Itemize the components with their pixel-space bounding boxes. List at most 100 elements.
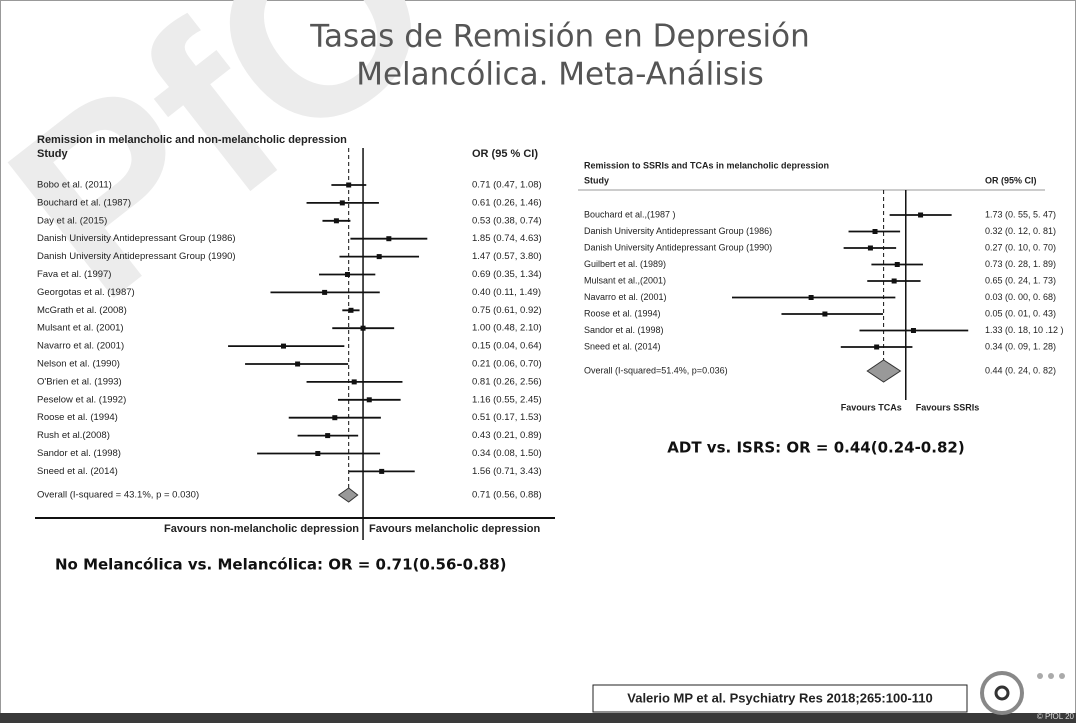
study-label: Sneed et al. (2014) [584,341,661,351]
study-label: Fava et al. (1997) [37,269,111,280]
column-header: OR (95% CI) [985,175,1037,185]
or-label: 1.73 (0. 55, 5. 47) [985,209,1056,219]
point-estimate [891,278,897,284]
column-header: Study [37,148,68,160]
overall-or-label: 0.71 (0.56, 0.88) [472,490,542,501]
or-label: 0.51 (0.17, 1.53) [472,412,542,423]
point-estimate [874,344,880,350]
point-estimate [280,343,286,349]
or-label: 1.85 (0.74, 4.63) [472,233,542,244]
caption: ADT vs. ISRS: OR = 0.44(0.24-0.82) [667,439,964,457]
logo-dot [1037,673,1043,679]
point-estimate [867,245,873,251]
caption: No Melancólica vs. Melancólica: OR = 0.7… [55,556,507,574]
study-label: Roose et al. (1994) [37,412,118,423]
study-label: Bouchard et al. (1987) [37,197,131,208]
overall-diamond [337,487,359,503]
study-label: Day et al. (2015) [37,215,107,226]
or-label: 0.61 (0.26, 1.46) [472,197,542,208]
or-label: 0.65 (0. 24, 1. 73) [985,275,1056,285]
point-estimate [332,415,338,421]
study-label: Bouchard et al.,(1987 ) [584,209,676,219]
point-estimate [376,254,382,260]
chart-title: Remission in melancholic and non-melanch… [37,134,347,146]
or-label: 0.03 (0. 00, 0. 68) [985,292,1056,302]
or-label: 0.75 (0.61, 0.92) [472,305,542,316]
or-label: 0.73 (0. 28, 1. 89) [985,259,1056,269]
column-header: OR (95 % CI) [472,148,538,160]
point-estimate [325,433,331,439]
or-label: 0.69 (0.35, 1.34) [472,269,542,280]
point-estimate [822,311,828,317]
study-label: Georgotas et al. (1987) [37,287,135,298]
study-label: Sandor et al. (1998) [584,325,664,335]
favours-label: Favours TCAs [841,402,902,412]
study-label: Danish University Antidepressant Group (… [584,242,772,252]
or-label: 0.34 (0.08, 1.50) [472,448,542,459]
study-label: Navarro et al. (2001) [584,292,667,302]
point-estimate [379,468,385,474]
study-label: McGrath et al. (2008) [37,305,127,316]
point-estimate [315,451,321,456]
citation-box [592,684,968,713]
logo-dot [1048,673,1054,679]
or-label: 0.40 (0.11, 1.49) [472,287,541,298]
point-estimate [894,262,900,267]
point-estimate [872,229,878,234]
point-estimate [333,218,339,224]
slide-title: Tasas de Remisión en Depresión [309,19,810,55]
point-estimate [808,295,814,300]
study-label: Peselow et al. (1992) [37,394,126,405]
overall-label: Overall (I-squared=51.4%, p=0.036) [584,365,728,375]
or-label: 1.56 (0.71, 3.43) [472,466,542,477]
study-label: Danish University Antidepressant Group (… [37,233,236,244]
study-label: Danish University Antidepressant Group (… [37,251,236,262]
or-label: 0.32 (0. 12, 0. 81) [985,226,1056,236]
point-estimate [295,361,301,367]
point-estimate [339,200,345,206]
slide-title: Melancólica. Meta-Análisis [356,57,764,93]
favours-label: Favours non-melancholic depression [164,523,359,535]
or-label: 1.00 (0.48, 2.10) [472,323,542,334]
study-label: Rush et al.(2008) [37,430,110,441]
point-estimate [360,325,366,331]
study-label: O'Brien et al. (1993) [37,376,122,387]
or-label: 0.71 (0.47, 1.08) [472,180,542,191]
overall-or-label: 0.44 (0. 24, 0. 82) [985,365,1056,375]
or-label: 0.15 (0.04, 0.64) [472,341,542,352]
chart-title: Remission to SSRIs and TCAs in melanchol… [584,160,829,170]
or-label: 0.81 (0.26, 2.56) [472,376,542,387]
study-label: Mulsant et al.,(2001) [584,275,666,285]
or-label: 0.05 (0. 01, 0. 43) [985,308,1056,318]
point-estimate [346,182,352,188]
point-estimate [386,236,392,242]
point-estimate [366,397,372,403]
citation: Valerio MP et al. Psychiatry Res 2018;26… [627,690,932,705]
point-estimate [351,379,357,385]
logo [994,685,1010,701]
favours-label: Favours melancholic depression [369,523,540,535]
study-label: Nelson et al. (1990) [37,359,120,370]
favours-label: Favours SSRIs [916,402,980,412]
or-label: 0.27 (0. 10, 0. 70) [985,242,1056,252]
study-label: Bobo et al. (2011) [37,180,112,191]
footer-bar [0,713,1076,723]
or-label: 0.43 (0.21, 0.89) [472,430,542,441]
column-header: Study [584,175,609,185]
or-label: 0.34 (0. 09, 1. 28) [985,341,1056,351]
or-label: 0.53 (0.38, 0.74) [472,215,542,226]
study-label: Roose et al. (1994) [584,308,661,318]
logo-dot [1059,673,1065,679]
point-estimate [910,328,916,333]
study-label: Navarro et al. (2001) [37,341,124,352]
or-label: 0.21 (0.06, 0.70) [472,359,542,370]
point-estimate [344,272,350,277]
footer: © PfOL 20 [1037,712,1075,721]
logo [980,671,1024,715]
overall-diamond [866,359,902,383]
or-label: 1.16 (0.55, 2.45) [472,394,542,405]
point-estimate [322,289,328,295]
study-label: Danish University Antidepressant Group (… [584,226,772,236]
